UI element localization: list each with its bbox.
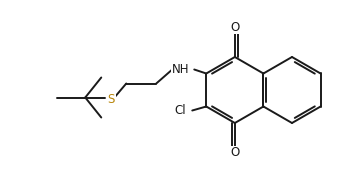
Text: O: O <box>230 21 239 34</box>
Text: O: O <box>230 146 239 159</box>
Text: NH: NH <box>172 63 189 76</box>
Text: S: S <box>108 93 115 106</box>
Text: Cl: Cl <box>174 104 186 117</box>
